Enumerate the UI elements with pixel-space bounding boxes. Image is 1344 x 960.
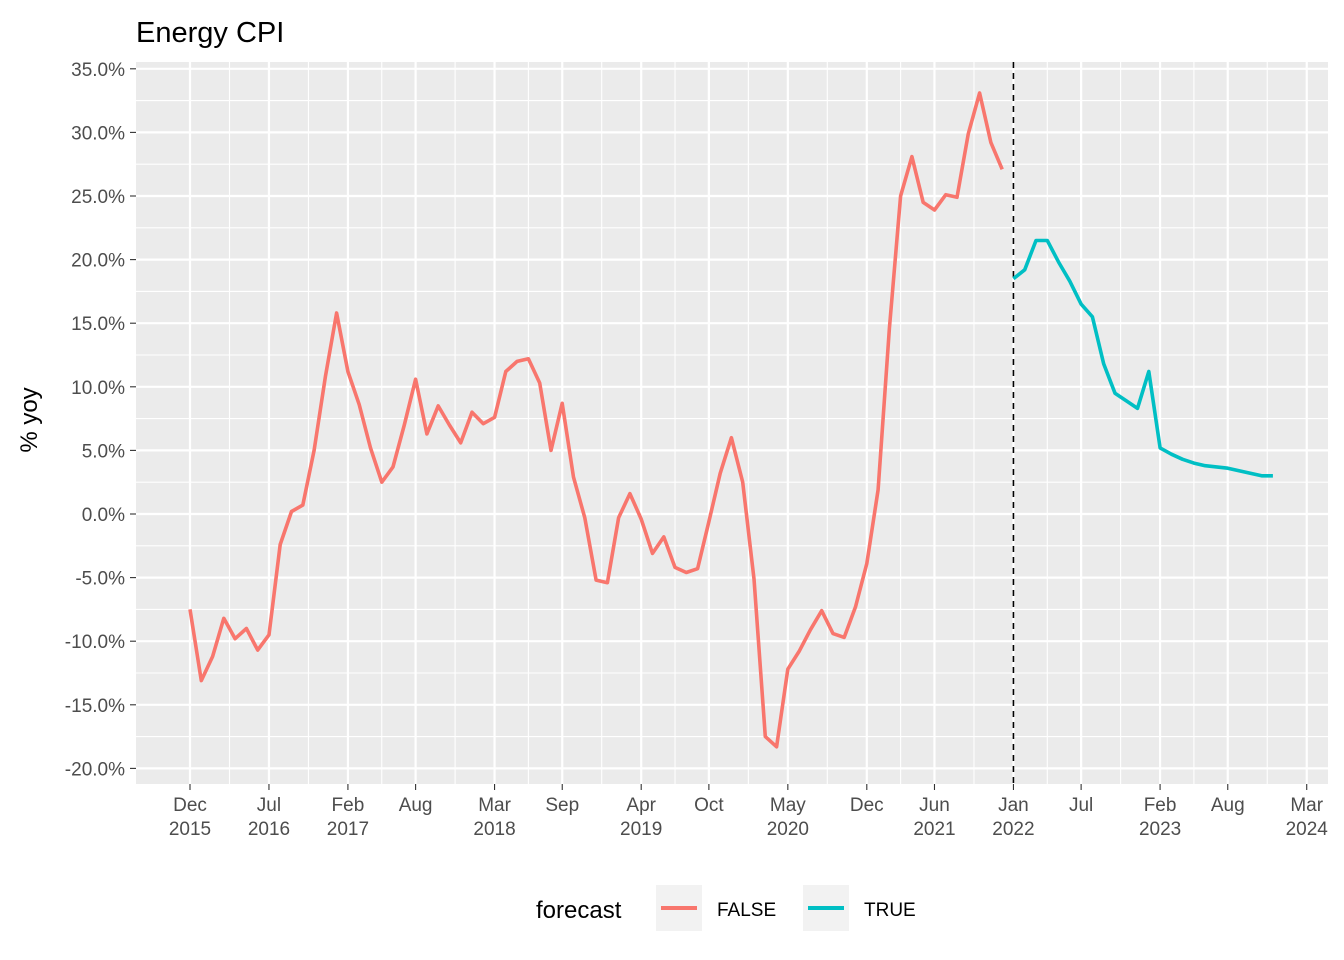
y-tick-label: -10.0% xyxy=(65,632,125,653)
y-tick-label: 35.0% xyxy=(71,60,125,81)
series-lines xyxy=(188,91,1273,749)
x-tick-label: Feb xyxy=(332,795,365,816)
x-tick-label: Dec xyxy=(173,795,207,816)
x-tick-year-label: 2019 xyxy=(620,819,662,840)
x-tick-year-label: 2021 xyxy=(913,819,955,840)
x-tick-year-label: 2020 xyxy=(767,819,809,840)
x-tick-label: Dec xyxy=(850,795,884,816)
major-gridlines xyxy=(136,62,1328,784)
y-axis-title: % yoy xyxy=(16,387,43,452)
y-tick-label: 15.0% xyxy=(71,314,125,335)
x-tick-label: Feb xyxy=(1144,795,1177,816)
x-tick-label: Apr xyxy=(626,795,656,816)
legend-label-false: FALSE xyxy=(717,900,776,921)
chart-title: Energy CPI xyxy=(136,17,284,49)
y-tick-label: -5.0% xyxy=(75,569,125,590)
x-tick-label: May xyxy=(770,795,806,816)
x-tick-label: Jul xyxy=(257,795,281,816)
y-tick-label: 0.0% xyxy=(82,505,125,526)
y-tick-label: -20.0% xyxy=(65,759,125,780)
legend: forecast FALSE TRUE xyxy=(536,885,916,931)
x-tick-label: Aug xyxy=(399,795,433,816)
y-tick-label: 20.0% xyxy=(71,251,125,272)
x-tick-year-label: 2024 xyxy=(1286,819,1329,840)
y-tick-label: 10.0% xyxy=(71,378,125,399)
minor-gridlines xyxy=(136,62,1328,784)
y-axis: -20.0% -15.0% -10.0% -5.0% 0.0% 5.0% 10.0% 15.0… xyxy=(65,60,136,780)
x-axis: Dec 2015 Jul 2016 Feb 2017 Aug Mar 2018 Sep Apr 201… xyxy=(169,784,1328,840)
x-tick-label: Oct xyxy=(694,795,724,816)
y-tick-label: 5.0% xyxy=(82,441,125,462)
x-tick-year-label: 2015 xyxy=(169,819,211,840)
series-line-false xyxy=(188,91,1004,749)
x-tick-year-label: 2018 xyxy=(473,819,515,840)
legend-title: forecast xyxy=(536,897,622,924)
x-tick-label: Jul xyxy=(1069,795,1093,816)
x-tick-year-label: 2016 xyxy=(248,819,290,840)
x-tick-label: Mar xyxy=(1290,795,1323,816)
x-tick-year-label: 2022 xyxy=(992,819,1034,840)
y-tick-label: 30.0% xyxy=(71,123,125,144)
x-tick-label: Jun xyxy=(919,795,950,816)
legend-label-true: TRUE xyxy=(864,900,916,921)
x-tick-year-label: 2017 xyxy=(327,819,369,840)
x-tick-year-label: 2023 xyxy=(1139,819,1181,840)
y-tick-label: 25.0% xyxy=(71,187,125,208)
x-tick-label: Jan xyxy=(998,795,1029,816)
y-tick-label: -15.0% xyxy=(65,696,125,717)
x-tick-label: Sep xyxy=(545,795,579,816)
x-tick-label: Mar xyxy=(478,795,511,816)
x-tick-label: Aug xyxy=(1211,795,1245,816)
plot-panel xyxy=(136,62,1328,784)
series-line-true xyxy=(1012,238,1273,478)
